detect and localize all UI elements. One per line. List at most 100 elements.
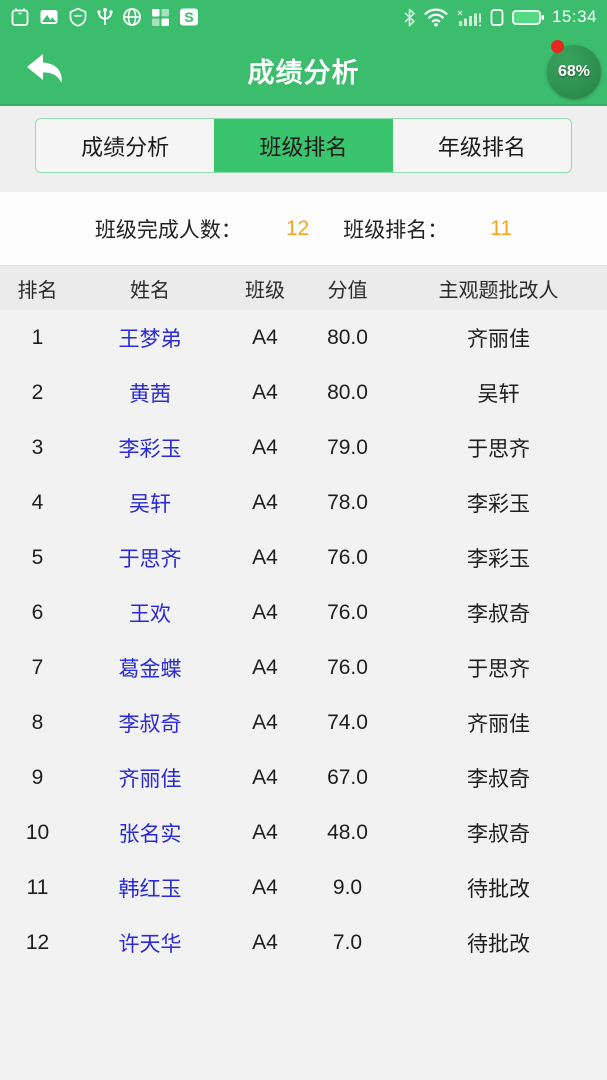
col-class: 班级: [245, 279, 285, 302]
score-cell: 9.0: [332, 875, 363, 899]
back-arrow-icon: [27, 54, 62, 83]
table-row: 8 李叔奇 A4 74.0 齐丽佳: [0, 695, 607, 750]
rank-cell: 10: [25, 820, 50, 844]
student-name-link[interactable]: 齐丽佳: [118, 767, 182, 791]
rank-cell: 6: [31, 600, 44, 624]
sim-icon: [490, 8, 504, 27]
grader-cell: 吴轩: [477, 382, 520, 406]
score-cell: 79.0: [327, 435, 368, 459]
signal-icon: [456, 8, 482, 27]
class-cell: A4: [252, 875, 278, 899]
table-row: 2 黄茜 A4 80.0 吴轩: [0, 365, 607, 420]
student-name-link[interactable]: 王梦弟: [118, 327, 182, 351]
globe-icon: [122, 7, 142, 27]
class-cell: A4: [252, 655, 278, 679]
class-rank-value: 11: [490, 216, 513, 240]
score-cell: 74.0: [327, 710, 368, 734]
status-bar: S 15:34: [0, 0, 607, 34]
completed-count-value: 12: [285, 216, 310, 240]
rank-cell: 9: [31, 765, 44, 789]
grader-cell: 李叔奇: [467, 822, 530, 846]
class-cell: A4: [252, 435, 278, 459]
class-cell: A4: [252, 710, 278, 734]
rank-cell: 12: [25, 930, 50, 954]
rank-cell: 1: [31, 325, 44, 349]
rank-cell: 4: [31, 490, 44, 514]
page-title: 成绩分析: [247, 57, 360, 88]
class-summary: 班级完成人数： 12 班级排名： 11: [0, 192, 607, 266]
tab-class-ranking[interactable]: 班级排名: [214, 119, 393, 172]
student-name-link[interactable]: 于思齐: [118, 547, 182, 571]
col-name: 姓名: [130, 279, 170, 302]
student-name-link[interactable]: 黄茜: [129, 382, 171, 406]
score-cell: 78.0: [327, 490, 368, 514]
wifi-icon: [424, 8, 448, 27]
score-cell: 76.0: [327, 545, 368, 569]
grader-cell: 李叔奇: [467, 602, 530, 626]
table-row: 9 齐丽佳 A4 67.0 李叔奇: [0, 750, 607, 805]
rank-cell: 7: [31, 655, 44, 679]
table-row: 7 葛金蝶 A4 76.0 于思齐: [0, 640, 607, 695]
tab-section: 成绩分析 班级排名 年级排名: [0, 106, 607, 192]
col-score: 分值: [327, 279, 368, 302]
grader-cell: 于思齐: [467, 657, 530, 681]
class-cell: A4: [252, 380, 278, 404]
col-grader: 主观题批改人: [438, 279, 559, 302]
battery-icon: [512, 8, 544, 27]
clipboard-icon: [10, 7, 30, 27]
table-header: 排名 姓名 班级 分值 主观题批改人: [0, 266, 607, 310]
table-row: 4 吴轩 A4 78.0 李彩玉: [0, 475, 607, 530]
bluetooth-icon: [403, 8, 416, 27]
grader-cell: 齐丽佳: [467, 712, 530, 736]
score-cell: 67.0: [327, 765, 368, 789]
back-button[interactable]: [22, 50, 68, 90]
rank-cell: 11: [26, 875, 49, 899]
grader-cell: 李彩玉: [467, 547, 530, 571]
grader-cell: 李彩玉: [467, 492, 530, 516]
col-rank: 排名: [17, 279, 58, 302]
tab-group: 成绩分析 班级排名 年级排名: [35, 118, 572, 173]
student-name-link[interactable]: 韩红玉: [118, 877, 182, 901]
class-cell: A4: [252, 765, 278, 789]
svg-text:S: S: [184, 9, 193, 25]
student-name-link[interactable]: 张名实: [118, 822, 182, 846]
student-name-link[interactable]: 李彩玉: [118, 437, 182, 461]
table-row: 1 王梦弟 A4 80.0 齐丽佳: [0, 310, 607, 365]
red-dot-badge: [551, 40, 564, 53]
tab-score-analysis[interactable]: 成绩分析: [36, 119, 215, 172]
app-header: 成绩分析 68%: [0, 34, 607, 106]
table-row: 11 韩红玉 A4 9.0 待批改: [0, 860, 607, 915]
class-rank-label: 班级排名：: [343, 218, 449, 242]
table-row: 5 于思齐 A4 76.0 李彩玉: [0, 530, 607, 585]
score-cell: 80.0: [327, 380, 368, 404]
battery-float-badge[interactable]: 68%: [547, 40, 601, 99]
table-body: 1 王梦弟 A4 80.0 齐丽佳 2 黄茜 A4 80.0 吴轩 3 李彩玉 …: [0, 310, 607, 970]
completed-count-label: 班级完成人数：: [94, 218, 242, 242]
grader-cell: 待批改: [467, 877, 530, 901]
class-cell: A4: [252, 820, 278, 844]
class-cell: A4: [252, 325, 278, 349]
class-cell: A4: [252, 490, 278, 514]
rank-cell: 8: [31, 710, 44, 734]
student-name-link[interactable]: 吴轩: [129, 492, 171, 516]
score-cell: 7.0: [332, 930, 363, 954]
table-row: 10 张名实 A4 48.0 李叔奇: [0, 805, 607, 860]
tab-grade-ranking[interactable]: 年级排名: [392, 119, 571, 172]
rank-cell: 2: [31, 380, 44, 404]
widgets-icon: [151, 8, 170, 27]
gallery-icon: [39, 7, 59, 27]
student-name-link[interactable]: 李叔奇: [118, 712, 182, 736]
student-name-link[interactable]: 王欢: [129, 602, 171, 626]
rank-cell: 3: [31, 435, 44, 459]
class-cell: A4: [252, 930, 278, 954]
class-cell: A4: [252, 545, 278, 569]
rank-cell: 5: [31, 545, 44, 569]
student-name-link[interactable]: 葛金蝶: [118, 657, 182, 681]
score-cell: 76.0: [327, 600, 368, 624]
status-time: 15:34: [551, 7, 597, 26]
grader-cell: 李叔奇: [467, 767, 530, 791]
student-name-link[interactable]: 许天华: [118, 932, 182, 956]
score-cell: 48.0: [327, 820, 368, 844]
usb-icon: [97, 7, 113, 27]
table-row: 3 李彩玉 A4 79.0 于思齐: [0, 420, 607, 475]
